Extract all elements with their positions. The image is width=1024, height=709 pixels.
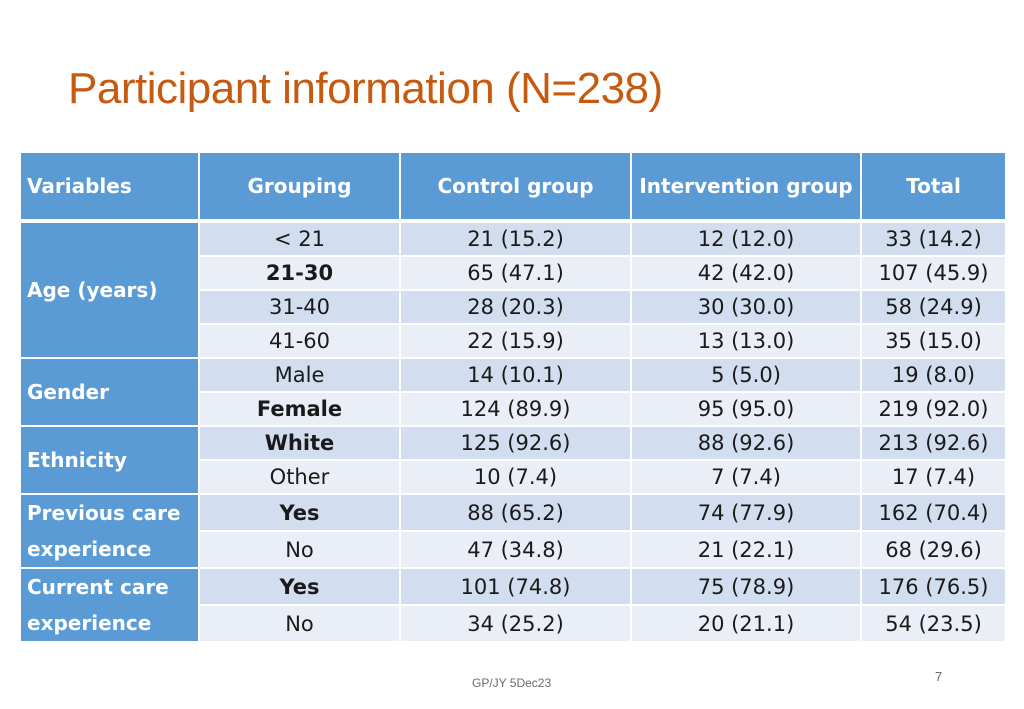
table-row: Other 10 (7.4) 7 (7.4) 17 (7.4) bbox=[20, 460, 1007, 495]
variable-age: Age (years) bbox=[19, 223, 200, 359]
intervention-cell: 21 (22.1) bbox=[630, 531, 862, 569]
grouping-cell: 31-40 bbox=[198, 290, 401, 325]
intervention-cell: 7 (7.4) bbox=[630, 460, 862, 495]
participant-table: Variables Grouping Control group Interve… bbox=[19, 151, 1007, 643]
intervention-cell: 75 (78.9) bbox=[630, 568, 862, 606]
control-cell: 47 (34.8) bbox=[399, 531, 632, 569]
footer-text: GP/JY 5Dec23 bbox=[472, 676, 552, 690]
table-row: Previous care experience Yes 88 (65.2) 7… bbox=[19, 494, 1007, 569]
control-cell: 10 (7.4) bbox=[399, 460, 632, 495]
variable-ethnicity: Ethnicity bbox=[19, 426, 200, 495]
page-number: 7 bbox=[935, 669, 943, 684]
table-row: Age (years) < 21 21 (15.2) 12 (12.0) 33 … bbox=[19, 223, 1007, 359]
variable-previous-care: Previous care experience bbox=[19, 494, 200, 569]
total-cell: 58 (24.9) bbox=[860, 290, 1007, 325]
grouping-cell: 41-60 bbox=[198, 324, 401, 359]
total-cell: 107 (45.9) bbox=[860, 256, 1007, 291]
total-cell: 35 (15.0) bbox=[860, 324, 1007, 359]
grouping-cell: White bbox=[198, 426, 401, 461]
total-cell: 219 (92.0) bbox=[860, 392, 1007, 427]
total-cell: 17 (7.4) bbox=[860, 460, 1007, 495]
header-grouping: Grouping bbox=[198, 151, 401, 221]
grouping-cell: Male bbox=[198, 358, 401, 393]
control-cell: 28 (20.3) bbox=[399, 290, 632, 325]
intervention-cell: 5 (5.0) bbox=[630, 358, 862, 393]
header-total: Total bbox=[860, 151, 1007, 221]
control-cell: 88 (65.2) bbox=[399, 494, 632, 532]
table-row: No 47 (34.8) 21 (22.1) 68 (29.6) bbox=[20, 531, 1007, 569]
header-variables: Variables bbox=[19, 151, 200, 221]
grouping-cell: 21-30 bbox=[198, 256, 401, 291]
table-row: Ethnicity White 125 (92.6) 88 (92.6) 213… bbox=[19, 426, 1007, 495]
grouping-cell: Yes bbox=[198, 568, 401, 606]
table-row: 31-40 28 (20.3) 30 (30.0) 58 (24.9) bbox=[20, 290, 1007, 325]
total-cell: 213 (92.6) bbox=[860, 426, 1007, 461]
header-control-group: Control group bbox=[399, 151, 632, 221]
control-cell: 34 (25.2) bbox=[399, 605, 632, 643]
table-row: Current care experience Yes 101 (74.8) 7… bbox=[19, 568, 1007, 643]
control-cell: 21 (15.2) bbox=[399, 223, 632, 257]
intervention-cell: 20 (21.1) bbox=[630, 605, 862, 643]
intervention-cell: 74 (77.9) bbox=[630, 494, 862, 532]
total-cell: 176 (76.5) bbox=[860, 568, 1007, 606]
grouping-cell: No bbox=[198, 531, 401, 569]
table-row: Female 124 (89.9) 95 (95.0) 219 (92.0) bbox=[20, 392, 1007, 427]
total-cell: 33 (14.2) bbox=[860, 223, 1007, 257]
grouping-cell: No bbox=[198, 605, 401, 643]
control-cell: 14 (10.1) bbox=[399, 358, 632, 393]
table-header-row: Variables Grouping Control group Interve… bbox=[19, 151, 1007, 221]
table-row: No 34 (25.2) 20 (21.1) 54 (23.5) bbox=[20, 605, 1007, 643]
control-cell: 101 (74.8) bbox=[399, 568, 632, 606]
total-cell: 162 (70.4) bbox=[860, 494, 1007, 532]
grouping-cell: Other bbox=[198, 460, 401, 495]
intervention-cell: 42 (42.0) bbox=[630, 256, 862, 291]
intervention-cell: 88 (92.6) bbox=[630, 426, 862, 461]
control-cell: 124 (89.9) bbox=[399, 392, 632, 427]
total-cell: 54 (23.5) bbox=[860, 605, 1007, 643]
intervention-cell: 13 (13.0) bbox=[630, 324, 862, 359]
variable-current-care: Current care experience bbox=[19, 568, 200, 643]
total-cell: 68 (29.6) bbox=[860, 531, 1007, 569]
control-cell: 65 (47.1) bbox=[399, 256, 632, 291]
grouping-cell: Female bbox=[198, 392, 401, 427]
control-cell: 22 (15.9) bbox=[399, 324, 632, 359]
table-row: 41-60 22 (15.9) 13 (13.0) 35 (15.0) bbox=[20, 324, 1007, 359]
grouping-cell: < 21 bbox=[198, 223, 401, 257]
intervention-cell: 30 (30.0) bbox=[630, 290, 862, 325]
grouping-cell: Yes bbox=[198, 494, 401, 532]
total-cell: 19 (8.0) bbox=[860, 358, 1007, 393]
slide-title: Participant information (N=238) bbox=[68, 64, 663, 113]
intervention-cell: 95 (95.0) bbox=[630, 392, 862, 427]
variable-gender: Gender bbox=[19, 358, 200, 427]
table-row: Gender Male 14 (10.1) 5 (5.0) 19 (8.0) bbox=[19, 358, 1007, 427]
header-intervention-group: Intervention group bbox=[630, 151, 862, 221]
control-cell: 125 (92.6) bbox=[399, 426, 632, 461]
table-row: 21-30 65 (47.1) 42 (42.0) 107 (45.9) bbox=[20, 256, 1007, 291]
intervention-cell: 12 (12.0) bbox=[630, 223, 862, 257]
